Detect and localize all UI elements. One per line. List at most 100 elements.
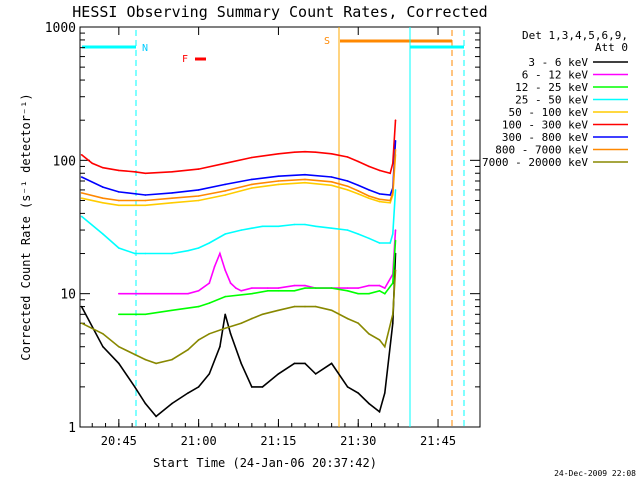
legend-label-5: 100 - 300 keV: [502, 119, 588, 132]
legend-label-2: 12 - 25 keV: [515, 81, 588, 94]
series-point: [304, 181, 306, 184]
series-point: [187, 392, 189, 394]
series-line-5: [81, 120, 397, 175]
series-point: [304, 362, 306, 365]
series-point: [118, 169, 120, 172]
series-point: [389, 202, 392, 204]
series-point: [80, 154, 83, 156]
series-line-7: [81, 149, 397, 202]
series-point: [197, 305, 200, 308]
series-point: [134, 386, 136, 388]
series-point: [304, 150, 306, 153]
series-point: [224, 269, 226, 272]
series-point: [80, 215, 83, 218]
series-point: [368, 195, 370, 197]
series-point: [171, 358, 173, 361]
series-point: [118, 362, 120, 365]
series-point: [389, 172, 392, 175]
series-point: [368, 237, 370, 240]
series-point: [384, 287, 386, 289]
legend-label-8: 7000 - 20000 keV: [482, 156, 588, 169]
series-point: [392, 282, 394, 284]
x-tick-label: 21:15: [260, 434, 296, 448]
series-point: [357, 160, 360, 163]
series-point: [304, 173, 306, 176]
footer-date: 24-Dec-2009 22:08: [554, 469, 636, 478]
series-point: [357, 190, 360, 192]
series-point: [277, 183, 280, 186]
series-point: [144, 194, 147, 196]
observing-flags: N F S: [82, 27, 465, 427]
series-point: [357, 184, 360, 187]
series-point: [293, 305, 296, 308]
series-point: [392, 192, 394, 194]
marker-n: N: [142, 43, 148, 54]
series-point: [368, 165, 370, 168]
series-point: [229, 282, 232, 284]
series-point: [134, 171, 136, 173]
legend-label-4: 50 - 100 keV: [509, 106, 589, 119]
series-point: [80, 305, 83, 308]
series-point: [224, 233, 226, 235]
series-point: [251, 317, 253, 320]
series-point: [197, 168, 200, 170]
series-point: [346, 156, 349, 158]
series-point: [304, 287, 306, 289]
series-point: [346, 290, 349, 292]
series-point: [346, 180, 349, 182]
series-point: [368, 284, 370, 287]
series-point: [389, 194, 392, 196]
series-point: [261, 313, 264, 316]
legend-label-1: 6 - 12 keV: [522, 69, 589, 82]
series-point: [392, 233, 394, 235]
series-point: [224, 295, 226, 298]
series-line-4: [81, 154, 397, 207]
axis-ticks: 20:45 21:00 21:15 21:30 21:45 1 10 100 1000: [45, 21, 480, 448]
y-axis-label: Corrected Count Rate (s⁻¹ detector⁻¹): [19, 93, 33, 360]
series-point: [304, 178, 306, 181]
series-point: [267, 287, 269, 289]
series-point: [102, 233, 104, 235]
series-point: [187, 348, 189, 351]
series-point: [171, 309, 173, 312]
series-point: [378, 169, 381, 172]
x-tick-label: 20:45: [101, 434, 137, 448]
series-point: [314, 287, 317, 289]
series-point: [277, 153, 280, 155]
series-point: [240, 362, 242, 365]
series-point: [251, 292, 253, 295]
series-point: [171, 202, 173, 204]
y-tick-label: 1: [68, 421, 76, 436]
x-tick-label: 21:00: [181, 434, 217, 448]
y-tick-label: 10: [60, 288, 76, 303]
series-point: [208, 242, 211, 244]
series-point: [392, 322, 394, 325]
series-point: [171, 252, 173, 255]
series-point: [144, 313, 147, 316]
series-point: [251, 178, 253, 181]
series-point: [80, 322, 83, 325]
series-point: [330, 362, 333, 365]
series-point: [224, 194, 226, 196]
series-point: [330, 287, 333, 289]
series-point: [394, 140, 397, 142]
series-point: [144, 252, 147, 255]
series-point: [229, 333, 232, 335]
series-point: [240, 229, 242, 231]
series-point: [384, 292, 386, 295]
series-line-6: [81, 140, 397, 196]
x-tick-label: 21:45: [420, 434, 456, 448]
series-point: [277, 373, 280, 375]
series-point: [91, 162, 93, 165]
series-point: [144, 172, 147, 175]
plot-frame: [79, 26, 481, 428]
series-point: [235, 287, 237, 289]
series-point: [251, 187, 253, 189]
series-point: [134, 353, 136, 356]
series-point: [118, 345, 120, 348]
series-point: [251, 386, 253, 388]
series-point: [224, 313, 226, 316]
series-point: [330, 309, 333, 312]
series-point: [314, 225, 317, 228]
